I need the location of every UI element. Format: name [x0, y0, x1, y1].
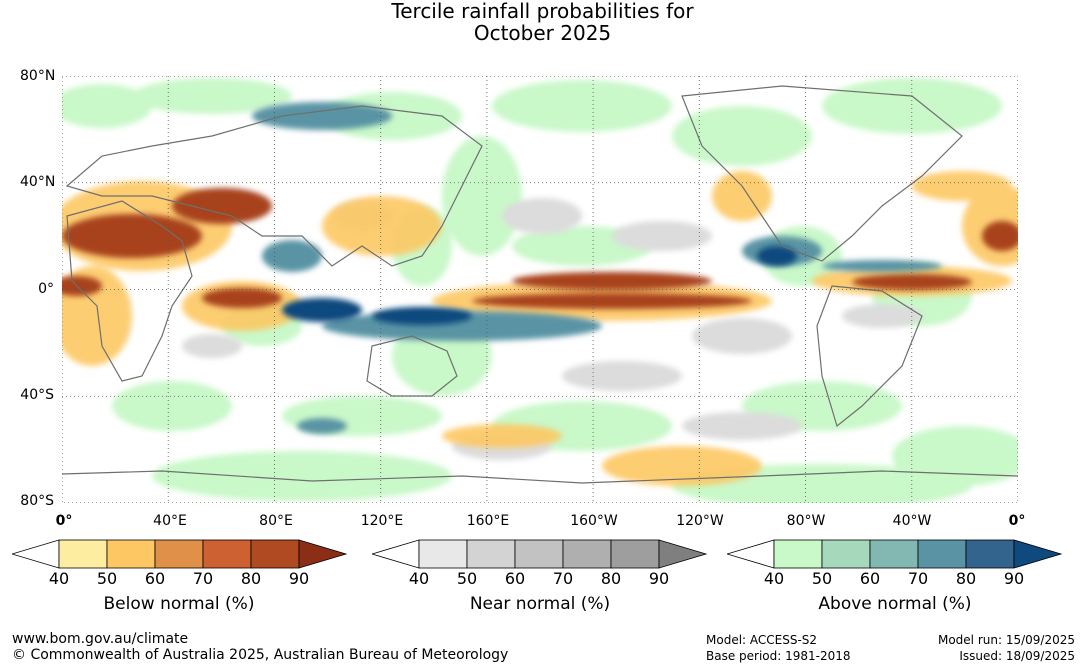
below-colorbar-segment-2 [106, 539, 156, 569]
below-colorbar-max-arrow [298, 539, 348, 569]
near-colorbar-tick-90: 90 [648, 569, 670, 588]
below-colorbar-segment-4 [202, 539, 252, 569]
above-colorbar-tick-70: 70 [907, 569, 929, 588]
lon-label-160w: 160°W [570, 513, 618, 529]
above-colorbar-segment-5 [965, 539, 1015, 569]
above-colorbar-max-arrow [1013, 539, 1063, 569]
below-colorbar-segment-5 [250, 539, 300, 569]
gridlines [62, 76, 1018, 503]
map-title-line-2: October 2025 [473, 21, 612, 45]
lat-label-0: 0° [38, 281, 54, 297]
below-colorbar-tick-90: 90 [288, 569, 310, 588]
above-colorbar-min-arrow [727, 539, 775, 569]
footer-model-run: Model run: 15/09/2025 [937, 633, 1075, 647]
footer-issued: Issued: 18/09/2025 [959, 649, 1075, 663]
lat-label-80n: 80°N [20, 68, 56, 84]
below-colorbar-segment-3 [154, 539, 204, 569]
lat-label-40s: 40°S [20, 387, 54, 403]
map-title-line-1: Tercile rainfall probabilities for [391, 0, 694, 23]
lon-label-80e: 80°E [259, 513, 293, 529]
below-colorbar-min-arrow [12, 539, 60, 569]
below-colorbar-tick-60: 60 [144, 569, 166, 588]
near-colorbar-tick-70: 70 [552, 569, 574, 588]
below-normal-title: Below normal (%) [103, 594, 255, 614]
above-normal-colorbar [727, 539, 1063, 569]
above-colorbar-tick-60: 60 [859, 569, 881, 588]
lon-label-40e: 40°E [153, 513, 187, 529]
near-colorbar-segment-2 [466, 539, 516, 569]
near-colorbar-min-arrow [372, 539, 420, 569]
near-normal-colorbar [372, 539, 708, 569]
above-colorbar-segment-4 [917, 539, 967, 569]
lon-label-0: 0° [55, 513, 73, 529]
below-colorbar-segment-1 [58, 539, 108, 569]
footer-model: Model: ACCESS-S2 [706, 633, 818, 647]
above-normal-light-patches [62, 78, 1018, 503]
lon-label-120w: 120°W [676, 513, 724, 529]
above-colorbar-tick-80: 80 [955, 569, 977, 588]
lon-label-0-east: 0° [1008, 513, 1026, 529]
footer-base-period: Base period: 1981-2018 [706, 649, 851, 663]
below-colorbar-tick-50: 50 [96, 569, 118, 588]
lon-label-120e: 120°E [360, 513, 404, 529]
coastlines [62, 85, 1018, 484]
lon-label-80w: 80°W [786, 513, 826, 529]
footer-url: www.bom.gov.au/climate [12, 631, 189, 647]
near-colorbar-segment-4 [562, 539, 612, 569]
below-normal-strong-patches [62, 188, 1018, 309]
near-colorbar-tick-80: 80 [600, 569, 622, 588]
below-normal-colorbar [12, 539, 348, 569]
above-normal-title: Above normal (%) [818, 594, 972, 614]
below-colorbar-tick-40: 40 [48, 569, 70, 588]
below-colorbar-tick-80: 80 [240, 569, 262, 588]
near-colorbar-segment-3 [514, 539, 564, 569]
below-colorbar-tick-70: 70 [192, 569, 214, 588]
near-colorbar-tick-40: 40 [408, 569, 430, 588]
above-normal-strong-patches [282, 246, 797, 325]
rainfall-probability-map [62, 76, 1018, 503]
above-colorbar-tick-40: 40 [763, 569, 785, 588]
above-colorbar-tick-50: 50 [811, 569, 833, 588]
near-colorbar-segment-1 [418, 539, 468, 569]
near-colorbar-tick-50: 50 [456, 569, 478, 588]
near-colorbar-tick-60: 60 [504, 569, 526, 588]
near-colorbar-max-arrow [658, 539, 708, 569]
near-normal-title: Near normal (%) [469, 594, 611, 614]
above-colorbar-segment-1 [773, 539, 823, 569]
lon-label-40w: 40°W [892, 513, 932, 529]
lon-label-160e: 160°E [466, 513, 510, 529]
lat-label-80s: 80°S [20, 493, 54, 509]
lat-label-40n: 40°N [20, 174, 56, 190]
near-colorbar-segment-5 [610, 539, 660, 569]
above-colorbar-segment-3 [869, 539, 919, 569]
above-colorbar-tick-90: 90 [1003, 569, 1025, 588]
above-colorbar-segment-2 [821, 539, 871, 569]
footer-copyright: © Commonwealth of Australia 2025, Austra… [12, 647, 509, 663]
